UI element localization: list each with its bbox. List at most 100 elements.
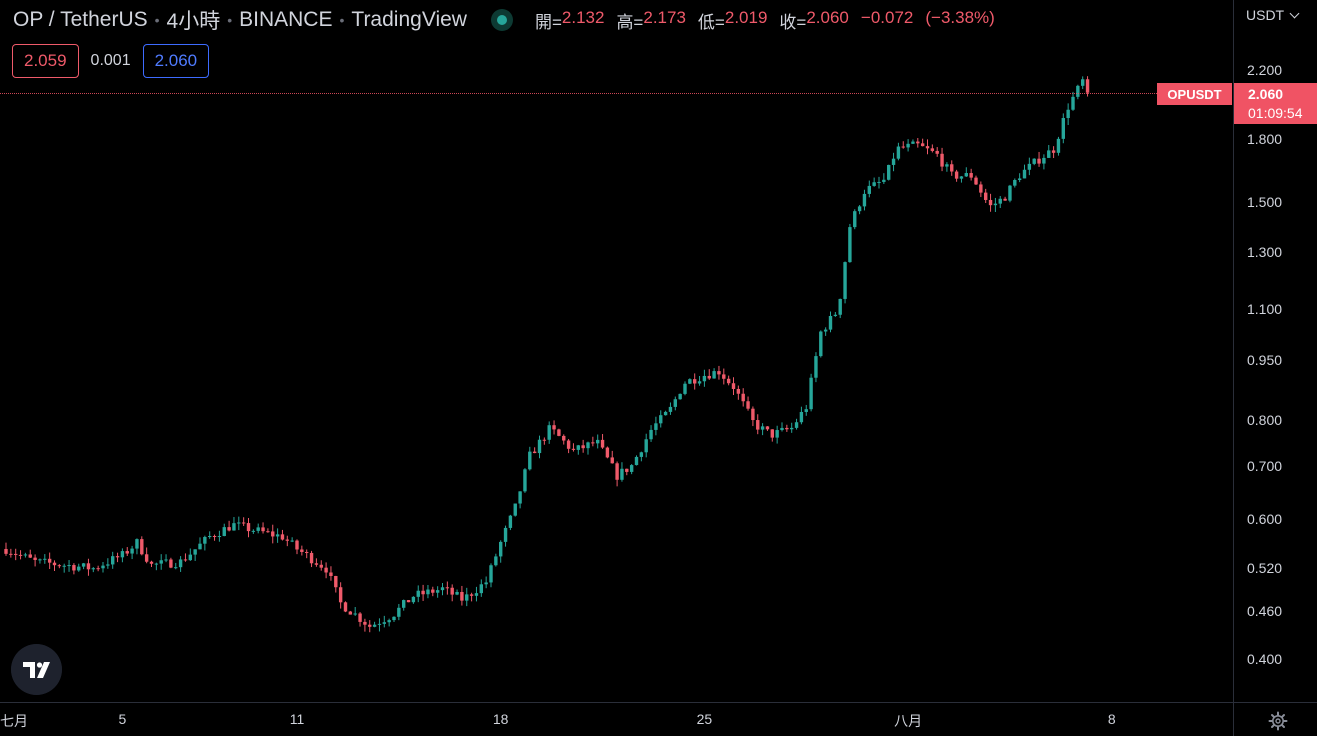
price-tick-label: 0.460 bbox=[1247, 602, 1283, 619]
interval-label[interactable]: 4小時 bbox=[166, 10, 221, 33]
candle-body bbox=[338, 587, 343, 603]
settings-gear-icon[interactable] bbox=[1268, 711, 1288, 731]
candle-body bbox=[397, 607, 401, 617]
candle-body bbox=[770, 429, 774, 438]
chevron-down-icon bbox=[1289, 8, 1300, 18]
candle-body bbox=[765, 426, 770, 430]
candle-body bbox=[241, 522, 246, 524]
candle-body bbox=[537, 439, 542, 454]
candle-body bbox=[469, 594, 474, 596]
candle-body bbox=[130, 548, 134, 554]
candle-body bbox=[877, 181, 881, 183]
candle-body bbox=[329, 572, 333, 576]
separator-dot: • bbox=[339, 12, 345, 28]
candle-body bbox=[503, 527, 508, 542]
candle-body bbox=[1013, 179, 1017, 186]
candle-body bbox=[251, 530, 256, 532]
open-value: 2.132 bbox=[561, 7, 605, 27]
candle-body bbox=[353, 613, 357, 615]
candle-body bbox=[416, 590, 420, 597]
candle-body bbox=[1032, 158, 1036, 164]
candle-body bbox=[159, 560, 163, 564]
candle-body bbox=[707, 375, 711, 379]
candle-body bbox=[81, 563, 86, 567]
candle-body bbox=[814, 356, 818, 378]
candle-body bbox=[896, 146, 901, 159]
candle-body bbox=[969, 173, 973, 178]
candle-body bbox=[867, 185, 871, 194]
candle-body bbox=[697, 381, 702, 384]
candle-body bbox=[474, 593, 479, 596]
candle-body bbox=[9, 553, 13, 555]
candle-body bbox=[552, 425, 556, 430]
time-tick-label: 5 bbox=[118, 711, 127, 727]
candle-body bbox=[387, 620, 391, 623]
candle-body bbox=[911, 141, 915, 144]
candle-body bbox=[57, 565, 62, 567]
candle-body bbox=[1017, 178, 1022, 180]
separator-dot: • bbox=[154, 12, 160, 28]
price-axis[interactable] bbox=[1233, 0, 1317, 702]
candle-body bbox=[106, 564, 110, 566]
candle-body bbox=[450, 587, 454, 595]
candle-body bbox=[343, 602, 348, 612]
price-tick-label: 1.100 bbox=[1247, 301, 1283, 318]
candle-body bbox=[751, 408, 755, 421]
candle-body bbox=[610, 457, 614, 464]
candle-body bbox=[38, 559, 42, 561]
candle-body bbox=[372, 624, 377, 627]
candle-body bbox=[780, 427, 784, 431]
candle-body bbox=[790, 427, 794, 430]
currency-label: USDT bbox=[1246, 7, 1285, 23]
candle-body bbox=[775, 430, 779, 438]
candle-body bbox=[513, 503, 517, 516]
symbol-name[interactable]: OP / TetherUS bbox=[13, 8, 148, 31]
candle-body bbox=[668, 406, 673, 412]
candle-body bbox=[596, 439, 600, 444]
currency-selector[interactable]: USDT bbox=[1246, 4, 1300, 26]
candle-body bbox=[149, 561, 154, 564]
candle-body bbox=[43, 558, 47, 560]
change-percent: (−3.38%) bbox=[925, 7, 995, 27]
price-plot[interactable] bbox=[0, 0, 1233, 702]
candle-body bbox=[14, 553, 18, 555]
candle-body bbox=[402, 600, 406, 608]
sell-button[interactable]: 2.059 bbox=[12, 44, 79, 78]
trade-panel: 2.059 0.001 2.060 bbox=[12, 44, 210, 78]
buy-button[interactable]: 2.060 bbox=[142, 44, 210, 78]
candle-body bbox=[804, 409, 808, 412]
price-tick-label: 2.200 bbox=[1247, 62, 1283, 78]
candle-body bbox=[644, 439, 648, 453]
price-tick-label: 1.500 bbox=[1247, 194, 1283, 211]
separator-dot: • bbox=[227, 12, 233, 28]
candle-body bbox=[208, 536, 212, 538]
candle-body bbox=[882, 179, 886, 182]
price-tick-label: 0.520 bbox=[1247, 560, 1283, 577]
tradingview-logo-icon[interactable] bbox=[11, 644, 62, 695]
candle-body bbox=[862, 193, 867, 207]
price-tick-label: 0.400 bbox=[1247, 651, 1283, 667]
candle-body bbox=[557, 429, 561, 436]
candle-body bbox=[1008, 185, 1012, 201]
candle-body bbox=[314, 563, 319, 565]
candle-body bbox=[625, 468, 629, 472]
candle-body bbox=[392, 616, 396, 621]
candle-body bbox=[319, 564, 323, 568]
candle-body bbox=[998, 198, 1002, 204]
candle-body bbox=[974, 177, 978, 185]
status-dot-icon[interactable] bbox=[490, 9, 513, 31]
candle-body bbox=[256, 527, 260, 531]
candle-body bbox=[140, 539, 144, 555]
last-price-line bbox=[0, 93, 1157, 94]
last-price-label: 2.060 01:09:54 bbox=[1234, 83, 1317, 124]
candle-body bbox=[930, 148, 935, 151]
candle-body bbox=[833, 314, 838, 316]
candle-body bbox=[217, 536, 222, 538]
candle-body bbox=[853, 211, 857, 228]
candle-body bbox=[164, 559, 168, 561]
candle-body bbox=[290, 540, 294, 542]
candle-body bbox=[838, 298, 842, 315]
candle-body bbox=[979, 184, 983, 193]
time-axis[interactable] bbox=[0, 702, 1233, 736]
candle-body bbox=[756, 420, 760, 430]
